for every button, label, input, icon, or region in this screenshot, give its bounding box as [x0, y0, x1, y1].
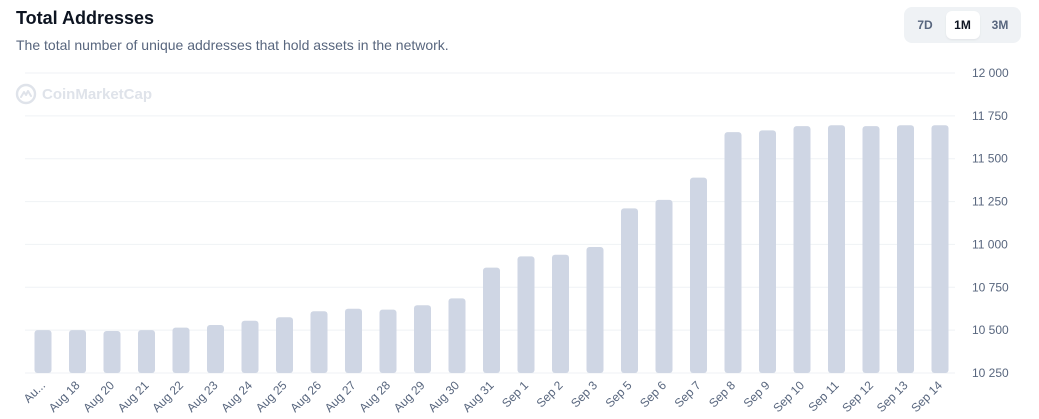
bar [552, 254, 569, 373]
bar [207, 325, 224, 373]
bar [34, 330, 52, 373]
x-tick-label: Aug 18 [46, 378, 83, 415]
bar [724, 132, 742, 373]
y-tick-label: 11 500 [972, 152, 1008, 166]
bar [414, 305, 431, 373]
watermark: CoinMarketCap [15, 83, 152, 105]
bar [172, 327, 190, 373]
x-tick-label: Aug 24 [218, 378, 255, 415]
bar [241, 320, 259, 373]
x-tick-label: Sep 5 [603, 378, 635, 410]
bar [621, 208, 638, 373]
x-tick-label: Aug 21 [115, 378, 152, 415]
y-tick-label: 11 000 [972, 237, 1008, 251]
bar [69, 330, 86, 373]
bar [828, 125, 845, 374]
y-tick-label: 10 750 [972, 280, 1009, 294]
bar [586, 247, 604, 373]
coinmarketcap-logo-icon [15, 83, 37, 105]
bar [690, 177, 707, 373]
y-tick-label: 11 750 [972, 109, 1008, 123]
range-3m-button[interactable]: 3M [983, 11, 1017, 39]
bar [862, 126, 880, 374]
bar [655, 199, 673, 373]
x-tick-label: Aug 30 [425, 378, 462, 415]
watermark-text: CoinMarketCap [42, 85, 153, 103]
bar [793, 126, 811, 374]
x-tick-label: Sep 14 [908, 378, 945, 415]
y-tick-label: 12 000 [972, 66, 1009, 80]
x-tick-label: Au... [21, 378, 48, 405]
bar [897, 125, 914, 374]
y-tick-label: 10 250 [972, 366, 1009, 380]
bar [310, 311, 328, 373]
x-tick-label: Aug 28 [356, 378, 393, 415]
range-7d-button[interactable]: 7D [908, 11, 942, 39]
x-tick-label: Sep 7 [672, 378, 704, 410]
x-tick-label: Aug 27 [322, 378, 359, 415]
x-tick-label: Sep 13 [874, 378, 911, 415]
x-tick-label: Sep 12 [839, 378, 876, 415]
x-tick-label: Sep 2 [534, 378, 566, 410]
x-tick-label: Aug 20 [80, 378, 117, 415]
x-tick-label: Sep 10 [770, 378, 807, 415]
bar [345, 308, 362, 373]
x-tick-label: Sep 9 [741, 378, 773, 410]
x-tick-label: Sep 1 [499, 378, 531, 410]
bar [448, 298, 466, 373]
chart-subtitle: The total number of unique addresses tha… [16, 37, 449, 53]
bar [138, 330, 155, 373]
y-tick-label: 10 500 [972, 323, 1009, 337]
x-tick-label: Sep 8 [706, 378, 738, 410]
time-range-selector: 7D 1M 3M [904, 7, 1021, 43]
bar [379, 309, 397, 373]
bar [483, 267, 500, 373]
x-tick-label: Sep 3 [568, 378, 600, 410]
x-tick-label: Aug 26 [287, 378, 324, 415]
bar [517, 256, 535, 373]
bar [103, 331, 121, 373]
x-tick-label: Sep 6 [637, 378, 669, 410]
bar [276, 317, 293, 373]
range-1m-button[interactable]: 1M [945, 11, 980, 39]
x-tick-label: Aug 31 [460, 378, 497, 415]
x-tick-label: Aug 29 [391, 378, 428, 415]
x-tick-label: Aug 22 [149, 378, 186, 415]
x-tick-label: Aug 25 [253, 378, 290, 415]
y-tick-label: 11 250 [972, 195, 1008, 209]
bar [931, 125, 949, 374]
x-tick-label: Sep 11 [805, 378, 841, 414]
chart-title: Total Addresses [16, 8, 155, 28]
bar [759, 130, 776, 373]
x-tick-label: Aug 23 [184, 378, 221, 415]
